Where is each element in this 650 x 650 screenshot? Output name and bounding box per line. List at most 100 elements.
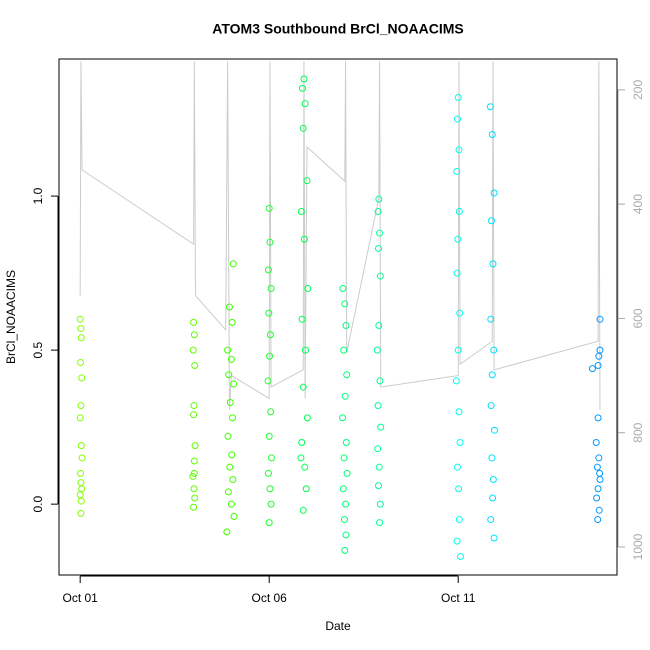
point bbox=[340, 454, 348, 462]
point bbox=[489, 260, 497, 268]
point bbox=[297, 454, 305, 462]
point bbox=[77, 442, 85, 450]
point bbox=[304, 285, 312, 293]
point bbox=[342, 500, 350, 508]
pressure-line bbox=[79, 61, 601, 410]
point bbox=[596, 469, 604, 477]
point bbox=[594, 485, 602, 493]
point bbox=[298, 84, 306, 92]
point bbox=[342, 531, 350, 539]
point bbox=[190, 457, 198, 465]
point bbox=[299, 383, 307, 391]
point bbox=[453, 115, 461, 123]
point bbox=[339, 414, 347, 422]
x-tick-label: Oct 01 bbox=[62, 591, 98, 605]
point bbox=[226, 463, 234, 471]
point bbox=[487, 217, 495, 225]
point bbox=[267, 285, 275, 293]
y2-tick-label: 400 bbox=[631, 194, 645, 214]
point bbox=[76, 491, 84, 499]
point bbox=[266, 331, 274, 339]
point bbox=[453, 269, 461, 277]
point bbox=[376, 519, 384, 527]
point bbox=[230, 380, 238, 388]
point bbox=[595, 352, 603, 360]
point bbox=[594, 414, 602, 422]
point bbox=[375, 463, 383, 471]
x-tick-label: Oct 06 bbox=[252, 591, 288, 605]
point bbox=[190, 485, 198, 493]
point bbox=[375, 195, 383, 203]
x-axis-label: Date bbox=[325, 619, 351, 633]
point bbox=[592, 439, 600, 447]
point bbox=[224, 432, 232, 440]
point bbox=[453, 537, 461, 545]
point bbox=[226, 398, 234, 406]
point bbox=[301, 346, 309, 354]
point bbox=[456, 309, 464, 317]
point bbox=[266, 352, 274, 360]
point bbox=[77, 325, 85, 333]
point bbox=[229, 260, 237, 268]
point bbox=[300, 235, 308, 243]
point bbox=[486, 103, 494, 111]
point bbox=[490, 346, 498, 354]
point bbox=[228, 451, 236, 459]
point bbox=[489, 476, 497, 484]
y-tick-label: 0.0 bbox=[31, 495, 45, 512]
point bbox=[374, 445, 382, 453]
point bbox=[342, 439, 350, 447]
point bbox=[223, 528, 231, 536]
point bbox=[77, 334, 85, 342]
point bbox=[339, 485, 347, 493]
point bbox=[302, 485, 310, 493]
point bbox=[303, 414, 311, 422]
point bbox=[340, 346, 348, 354]
point bbox=[264, 377, 272, 385]
point bbox=[78, 454, 86, 462]
point bbox=[267, 408, 275, 416]
point bbox=[488, 454, 496, 462]
point bbox=[303, 177, 311, 185]
point bbox=[227, 500, 235, 508]
point bbox=[190, 331, 198, 339]
point bbox=[265, 432, 273, 440]
point bbox=[342, 321, 350, 329]
point bbox=[266, 238, 274, 246]
y2-tick-label: 1000 bbox=[631, 533, 645, 560]
point bbox=[229, 414, 237, 422]
point bbox=[453, 463, 461, 471]
point bbox=[593, 494, 601, 502]
y2-tick-label: 200 bbox=[631, 80, 645, 100]
point bbox=[76, 315, 84, 323]
point bbox=[488, 371, 496, 379]
point bbox=[374, 482, 382, 490]
point bbox=[490, 534, 498, 542]
point bbox=[76, 414, 84, 422]
point bbox=[594, 362, 602, 370]
point bbox=[455, 516, 463, 524]
point bbox=[267, 500, 275, 508]
point bbox=[225, 371, 233, 379]
point bbox=[265, 204, 273, 212]
point bbox=[267, 454, 275, 462]
plot-frame bbox=[58, 58, 618, 576]
point bbox=[456, 553, 464, 561]
point bbox=[377, 423, 385, 431]
point bbox=[593, 463, 601, 471]
point bbox=[264, 469, 272, 477]
point bbox=[455, 485, 463, 493]
y-tick-label: 1.0 bbox=[31, 187, 45, 204]
point bbox=[190, 411, 198, 419]
point bbox=[455, 207, 463, 215]
point bbox=[224, 346, 232, 354]
point bbox=[455, 146, 463, 154]
point bbox=[374, 207, 382, 215]
point bbox=[191, 362, 199, 370]
point bbox=[596, 476, 604, 484]
point bbox=[374, 402, 382, 410]
point bbox=[376, 272, 384, 280]
point bbox=[189, 346, 197, 354]
point bbox=[376, 229, 384, 237]
point bbox=[454, 235, 462, 243]
